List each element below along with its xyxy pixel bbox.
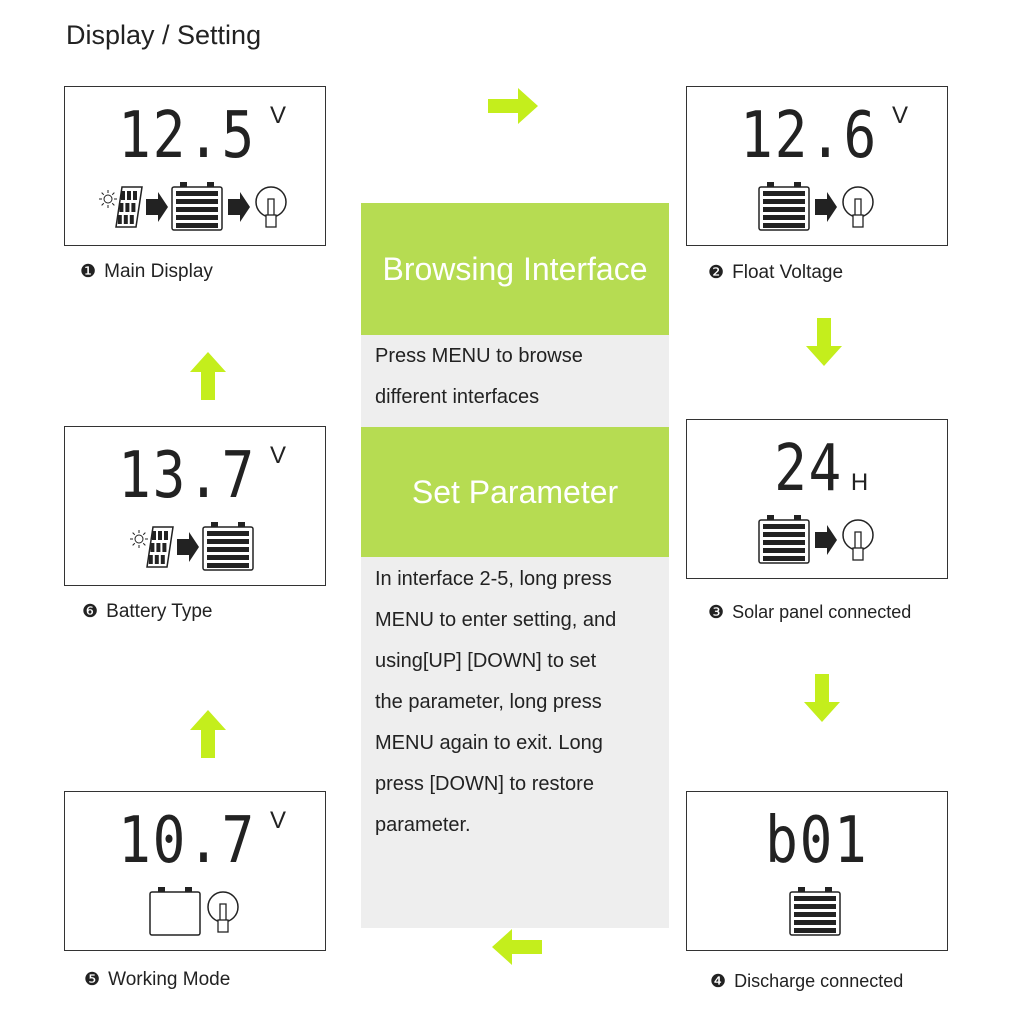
flow-arrow-up-icon (190, 352, 226, 400)
lcd-icon-row (99, 182, 287, 231)
lcd-digits: 12.5 (118, 99, 256, 173)
caption-label: Battery Type (106, 601, 213, 622)
caption-label: Discharge connected (734, 971, 904, 991)
caption-label: Solar panel connected (732, 602, 912, 622)
arrow-icon (177, 532, 199, 562)
lcd-readout: 12.6 V (687, 101, 949, 171)
battery-full-icon (202, 522, 254, 571)
panel-float-voltage: 12.6 V (686, 86, 948, 246)
flow-arrow-left-icon (492, 929, 542, 965)
caption-float-voltage: ❷ Float Voltage (708, 262, 843, 284)
lcd-unit: V (270, 807, 287, 834)
set-line: press [DOWN] to restore (375, 773, 594, 795)
caption-label: Working Mode (108, 969, 231, 990)
lcd-digits: 10.7 (118, 804, 256, 878)
lcd-readout: b01 (687, 806, 949, 876)
lcd-icon-row (130, 522, 254, 571)
bulb-icon (255, 186, 287, 228)
bulb-icon (207, 891, 239, 933)
set-parameter-heading: Set Parameter (361, 427, 669, 557)
browse-line: different interfaces (375, 386, 540, 408)
panel-working-mode: 10.7 V (64, 791, 326, 951)
lcd-readout: 12.5 V (65, 101, 327, 171)
lcd-readout: 10.7 V (65, 806, 327, 876)
lcd-digits: 13.7 (118, 439, 256, 513)
browsing-interface-heading: Browsing Interface (361, 203, 669, 335)
lcd-icon-row (789, 887, 841, 936)
caption-battery-type: ❻ Battery Type (82, 601, 212, 623)
lcd-unit: V (270, 102, 287, 129)
arrow-icon (815, 525, 837, 555)
lcd-digits: 24 (773, 432, 843, 506)
panel-solar-connected: 24 H (686, 419, 948, 579)
step-number: ❻ (82, 601, 99, 621)
lcd-icon-row (758, 515, 874, 564)
panel-battery-type: 13.7 V (64, 426, 326, 586)
battery-full-icon (789, 887, 841, 936)
lcd-unit: V (270, 442, 287, 469)
step-number: ❹ (710, 971, 727, 991)
lcd-digits: 12.6 (740, 99, 878, 173)
caption-label: Float Voltage (732, 262, 844, 283)
instructions-column: Browsing Interface Press MENU to browse … (361, 203, 669, 928)
flow-arrow-down-icon (806, 318, 842, 366)
flow-arrow-down-icon (804, 674, 840, 722)
battery-empty-icon (149, 887, 201, 936)
set-line: MENU to enter setting, and (375, 609, 617, 631)
caption-discharge-connected: ❹ Discharge connected (710, 971, 903, 992)
step-number: ❺ (84, 969, 101, 989)
flow-arrow-right-icon (488, 88, 538, 124)
panel-discharge-connected: b01 (686, 791, 948, 951)
set-line: MENU again to exit. Long (375, 732, 603, 754)
panel-main-display: 12.5 V (64, 86, 326, 246)
caption-solar-connected: ❸ Solar panel connected (708, 602, 911, 623)
step-number: ❶ (80, 261, 97, 281)
lcd-readout: 13.7 V (65, 441, 327, 511)
step-number: ❷ (708, 262, 725, 282)
set-line: parameter. (375, 814, 471, 836)
bulb-icon (842, 519, 874, 561)
arrow-icon (815, 192, 837, 222)
page-title: Display / Setting (66, 20, 262, 50)
lcd-icon-row (149, 887, 239, 936)
set-line: using[UP] [DOWN] to set (375, 650, 597, 672)
caption-working-mode: ❺ Working Mode (84, 969, 230, 991)
battery-full-icon (758, 182, 810, 231)
battery-full-icon (171, 182, 223, 231)
lcd-unit: H (850, 469, 869, 496)
lcd-readout: 24 H (687, 434, 949, 504)
set-line: the parameter, long press (375, 691, 602, 713)
arrow-icon (146, 192, 168, 222)
step-number: ❸ (708, 602, 725, 622)
set-line: In interface 2-5, long press (375, 568, 612, 590)
caption-label: Main Display (104, 261, 213, 282)
flow-arrow-up-icon (190, 710, 226, 758)
browse-line: Press MENU to browse (375, 345, 583, 367)
solar-panel-icon (130, 526, 174, 568)
arrow-icon (228, 192, 250, 222)
battery-full-icon (758, 515, 810, 564)
caption-main-display: ❶ Main Display (80, 261, 213, 283)
solar-panel-icon (99, 186, 143, 228)
lcd-unit: V (892, 102, 909, 129)
bulb-icon (842, 186, 874, 228)
lcd-icon-row (758, 182, 874, 231)
lcd-digits: b01 (765, 804, 869, 878)
